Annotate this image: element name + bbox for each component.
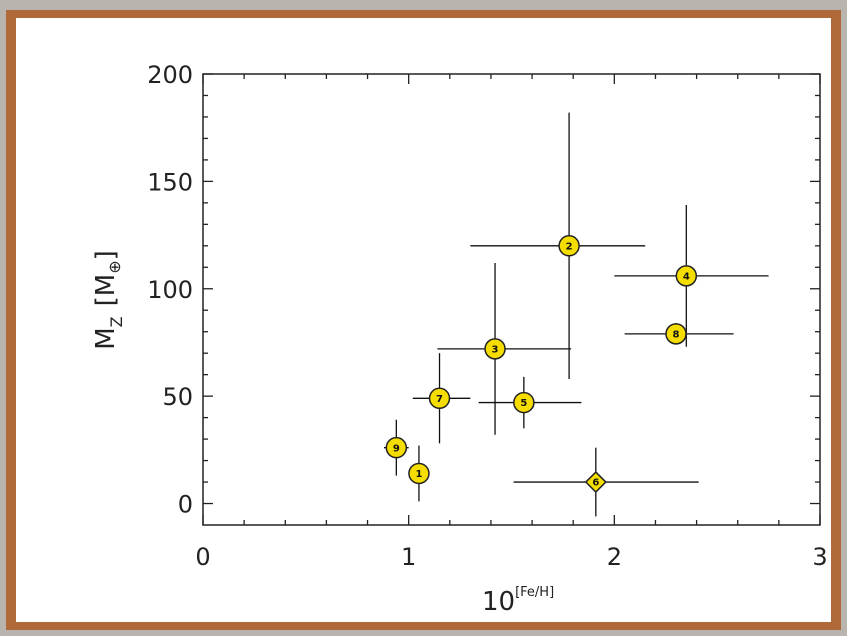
circle-marker [558,235,580,257]
circle-marker [513,391,535,414]
plot-panel: 0 1 2 3 0 50 100 150 200 1 2 3 4 5 6 7 8 9 10[Fe/H] MZ [M… [16,18,831,622]
data-point-3: 3 [437,262,572,435]
y-tick-label: 0 [178,491,193,519]
point-label: 1 [415,469,422,480]
data-series: 1 2 3 4 5 6 7 8 9 [383,112,769,517]
x-axis-label: 10[Fe/H] [482,585,554,617]
point-label: 3 [492,344,499,355]
y-axis-label: MZ [M⊕] [91,250,126,350]
circle-marker [675,265,698,287]
axis-tick-labels: 0 1 2 3 0 50 100 150 200 [147,61,827,571]
x-tick-label: 2 [607,543,622,571]
diamond-marker [584,470,607,494]
x-axis-label-exponent: [Fe/H] [515,585,554,600]
circle-marker [385,436,408,459]
y-axis-label-unit-open: [M [91,274,121,307]
x-tick-label: 0 [195,543,210,571]
point-label: 7 [436,394,443,405]
scatter-chart: 0 1 2 3 0 50 100 150 200 1 2 3 4 5 6 7 8 9 10[Fe/H] MZ [M… [91,61,828,617]
circle-marker [428,387,451,410]
plot-area-border [202,73,821,526]
figure-frame: 0 1 2 3 0 50 100 150 200 1 2 3 4 5 6 7 8 9 10[Fe/H] MZ [M… [6,10,841,630]
data-point-8: 8 [624,323,734,345]
axis-ticks [202,73,821,525]
y-axis-label-main: M [91,327,121,349]
data-point-1: 1 [408,445,430,502]
x-axis-label-base: 10 [482,587,515,617]
data-point-5: 5 [478,376,582,429]
y-axis-label-unit-close: ] [91,250,121,260]
y-tick-label: 200 [147,61,193,89]
data-point-7: 7 [412,353,471,444]
y-tick-label: 100 [147,276,193,304]
point-label: 4 [683,271,690,282]
data-point-9: 9 [383,419,409,476]
y-tick-label: 50 [162,383,193,411]
x-tick-label: 3 [812,543,827,571]
data-point-6: 6 [513,447,699,517]
circle-marker [665,323,687,345]
circle-marker [408,462,430,485]
point-label: 2 [566,241,573,252]
point-label: 5 [520,398,527,409]
circle-marker [484,338,506,360]
point-label: 6 [592,478,599,489]
data-point-4: 4 [614,205,769,347]
y-axis-label-unit-sub: ⊕ [105,260,124,273]
data-point-2: 2 [470,112,646,379]
x-tick-label: 1 [401,543,416,571]
point-label: 8 [673,329,680,340]
point-label: 9 [393,443,400,454]
y-tick-label: 150 [147,168,193,196]
y-axis-label-sub: Z [107,316,126,327]
